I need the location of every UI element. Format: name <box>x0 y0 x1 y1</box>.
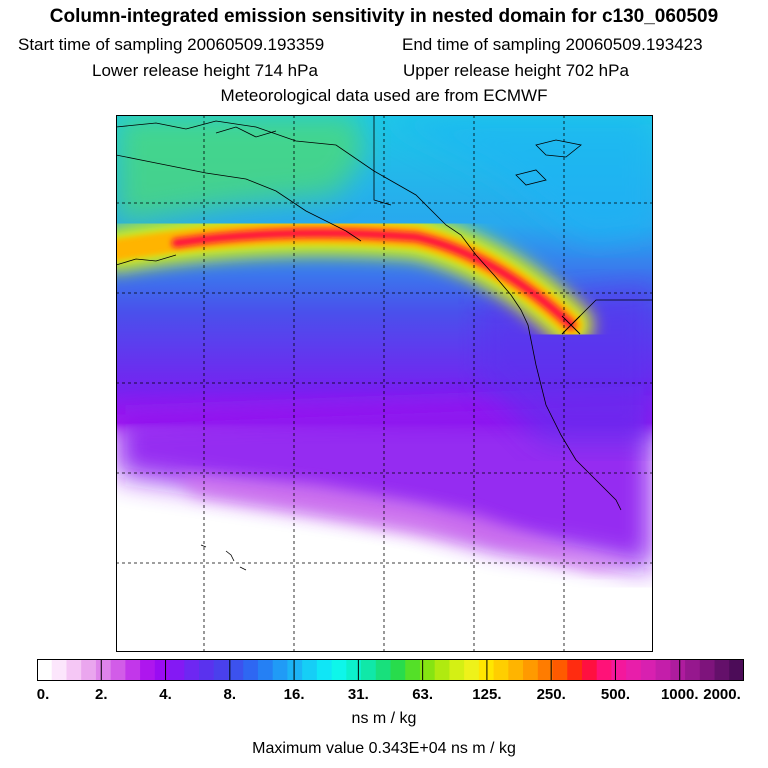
maximum-value-number: 0.343E+04 ns m / kg <box>368 740 516 757</box>
colorbar-cell <box>287 659 303 681</box>
colorbar-cell <box>714 659 730 681</box>
colorbar-cell <box>95 659 112 681</box>
sampling-start-value: 20060509.193359 <box>187 35 325 54</box>
colorbar <box>37 659 744 681</box>
colorbar-cell <box>655 659 671 681</box>
colorbar-tick-label: 0. <box>36 686 50 703</box>
colorbar-cell <box>37 659 53 681</box>
colorbar-cell <box>626 659 642 681</box>
colorbar-cell <box>81 659 97 681</box>
colorbar-cell <box>125 659 141 681</box>
east-blue-patch <box>476 285 653 445</box>
release-upper-label: Upper release height <box>403 61 561 80</box>
colorbar-cell <box>243 659 259 681</box>
colorbar-cell <box>493 659 509 681</box>
colorbar-tick-label: 125. <box>472 686 502 703</box>
release-lower-label: Lower release height <box>92 61 250 80</box>
sampling-start: Start time of sampling 20060509.193359 <box>18 35 324 55</box>
sampling-end-value: 20060509.193423 <box>565 35 703 54</box>
map-frame <box>116 115 653 652</box>
colorbar-cell <box>640 659 657 681</box>
colorbar-cell <box>331 659 347 681</box>
colorbar-tick-label: 2. <box>95 686 108 703</box>
release-point-marker <box>561 315 581 335</box>
colorbar-tick-label: 4. <box>159 686 172 703</box>
release-lower: Lower release height 714 hPa <box>92 61 318 81</box>
colorbar-tick-label: 16. <box>283 686 305 703</box>
sampling-end: End time of sampling 20060509.193423 <box>402 35 703 55</box>
colorbar-cell <box>729 659 744 681</box>
met-data-note: Meteorological data used are from ECMWF <box>220 86 548 105</box>
maximum-value-label: Maximum value <box>252 740 365 757</box>
colorbar-cell <box>596 659 613 681</box>
colorbar-cell <box>434 659 451 681</box>
colorbar-cell <box>257 659 274 681</box>
sampling-end-label: End time of sampling <box>402 35 561 54</box>
colorbar-units: ns m / kg <box>351 710 417 727</box>
violet-lobe <box>116 395 653 570</box>
colorbar-cell <box>346 659 362 681</box>
colorbar-tick-label: 1000. <box>660 686 699 703</box>
colorbar-cell <box>169 659 185 681</box>
colorbar-cell <box>464 659 480 681</box>
colorbar-cell <box>199 659 215 681</box>
sensitivity-map <box>116 115 653 652</box>
plume-core <box>171 228 576 330</box>
colorbar-tick-label: 31. <box>347 686 369 703</box>
cyan-band-ne <box>376 115 653 245</box>
maximum-value: Maximum value 0.343E+04 ns m / kg <box>0 740 768 758</box>
colorbar-tick-label: 500. <box>600 686 631 703</box>
colorbar-tick-label: 63. <box>412 686 434 703</box>
green-plume-nw <box>116 115 366 225</box>
colorbar-cell <box>272 659 288 681</box>
colorbar-cell <box>419 659 436 681</box>
colorbar-cell <box>581 659 598 681</box>
colorbar-cell <box>302 659 318 681</box>
colorbar-cell <box>140 659 156 681</box>
colorbar-cell <box>567 659 583 681</box>
colorbar-cell <box>537 659 554 681</box>
colorbar-cell <box>699 659 716 681</box>
colorbar-cell <box>66 659 82 681</box>
colorbar-cell <box>361 659 377 681</box>
colorbar-tick-label: 2000. <box>703 686 741 703</box>
pink-fringe <box>176 475 636 570</box>
colorbar-cell <box>316 659 333 681</box>
colorbar-cell <box>523 659 539 681</box>
colorbar-cell <box>611 659 627 681</box>
sampling-start-label: Start time of sampling <box>18 35 183 54</box>
colorbar-cell <box>670 659 686 681</box>
colorbar-tick-label: 8. <box>223 686 237 703</box>
colorbar-frame <box>37 659 744 681</box>
colorbar-cell <box>228 659 244 681</box>
colorbar-cell <box>552 659 568 681</box>
colorbar-cell <box>390 659 406 681</box>
colorbar-cell <box>685 659 701 681</box>
colorbar-cell <box>110 659 126 681</box>
colorbar-cell <box>449 659 465 681</box>
release-lower-value: 714 hPa <box>254 61 318 80</box>
release-upper-value: 702 hPa <box>565 61 629 80</box>
colorbar-cell <box>375 659 392 681</box>
colorbar-cell <box>51 659 68 681</box>
colorbar-cell <box>184 659 200 681</box>
colorbar-cell <box>213 659 230 681</box>
colorbar-tick-label: 250. <box>536 686 566 703</box>
colorbar-cell <box>508 659 524 681</box>
colorbar-cell <box>405 659 421 681</box>
map-title: Column-integrated emission sensitivity i… <box>49 6 719 27</box>
release-upper: Upper release height 702 hPa <box>403 61 629 81</box>
colorbar-cell <box>154 659 171 681</box>
